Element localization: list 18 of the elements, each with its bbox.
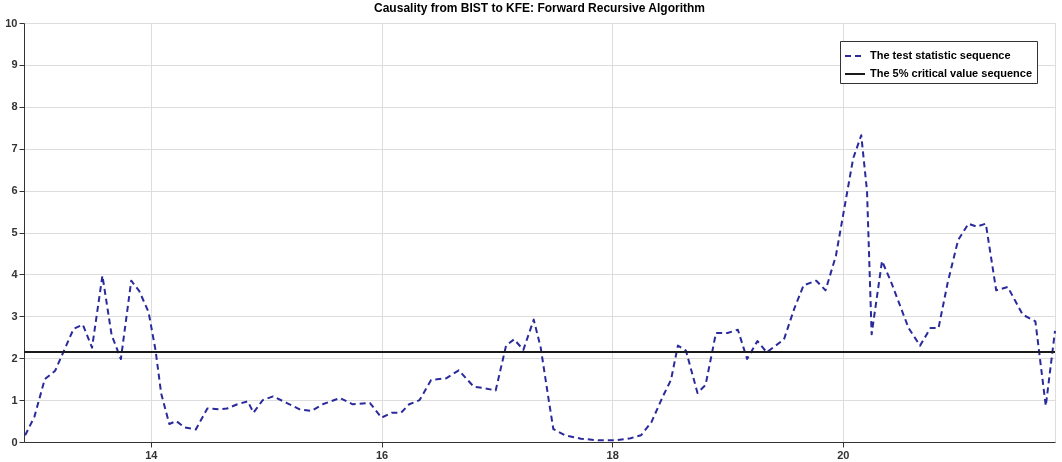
y-tick-label: 0	[11, 435, 18, 448]
y-tick-label: 3	[11, 309, 18, 322]
x-tick-label: 16	[375, 448, 389, 461]
x-tick-label: 14	[145, 448, 159, 461]
y-tick-label: 7	[11, 142, 18, 155]
y-tick-label: 8	[11, 100, 18, 113]
y-tick-label: 10	[5, 16, 18, 29]
x-tick-label: 18	[606, 448, 619, 461]
chart-title: Causality from BIST to KFE: Forward Recursive Algorithm	[374, 1, 705, 15]
legend-label: The test statistic sequence	[870, 49, 1011, 61]
y-tick-label: 5	[11, 226, 18, 238]
legend-label: The 5% critical value sequence	[870, 67, 1033, 79]
y-tick-label: 9	[11, 58, 18, 71]
y-tick-label: 2	[11, 351, 18, 364]
y-tick-label: 6	[11, 184, 18, 197]
x-tick-label: 20	[837, 448, 850, 461]
y-tick-label: 4	[11, 267, 19, 280]
y-tick-label: 1	[11, 393, 18, 406]
